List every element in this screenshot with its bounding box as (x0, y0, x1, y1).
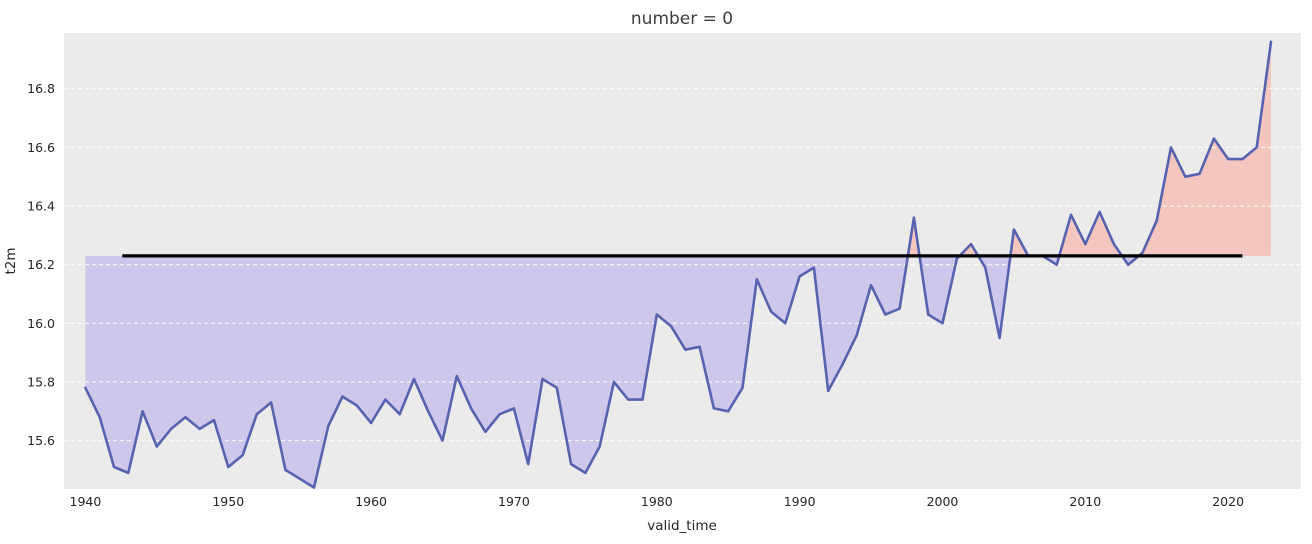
y-tick-label: 16.4 (27, 199, 55, 214)
x-tick-label: 1980 (641, 494, 673, 509)
x-tick-label: 2000 (927, 494, 959, 509)
y-axis-label: t2m (3, 247, 19, 274)
x-tick-label: 1940 (70, 494, 102, 509)
y-tick-label: 16.8 (27, 81, 55, 96)
x-tick-label: 2010 (1069, 494, 1101, 509)
x-tick-label: 2020 (1212, 494, 1244, 509)
chart-title: number = 0 (631, 9, 733, 29)
x-tick-label: 1970 (498, 494, 530, 509)
x-tick-label: 1950 (212, 494, 244, 509)
y-tick-label: 16.2 (27, 257, 55, 272)
y-tick-label: 16.0 (27, 316, 55, 331)
x-axis-label: valid_time (647, 518, 717, 534)
t2m-line (84, 40, 1273, 489)
x-tick-label: 1990 (784, 494, 816, 509)
y-tick-label: 16.6 (27, 140, 55, 155)
y-tick-label: 15.8 (27, 374, 55, 389)
area-below-reference (85, 255, 1271, 488)
area-above-reference (907, 41, 1271, 256)
y-tick-label: 15.6 (27, 433, 55, 448)
x-tick-label: 1960 (355, 494, 387, 509)
